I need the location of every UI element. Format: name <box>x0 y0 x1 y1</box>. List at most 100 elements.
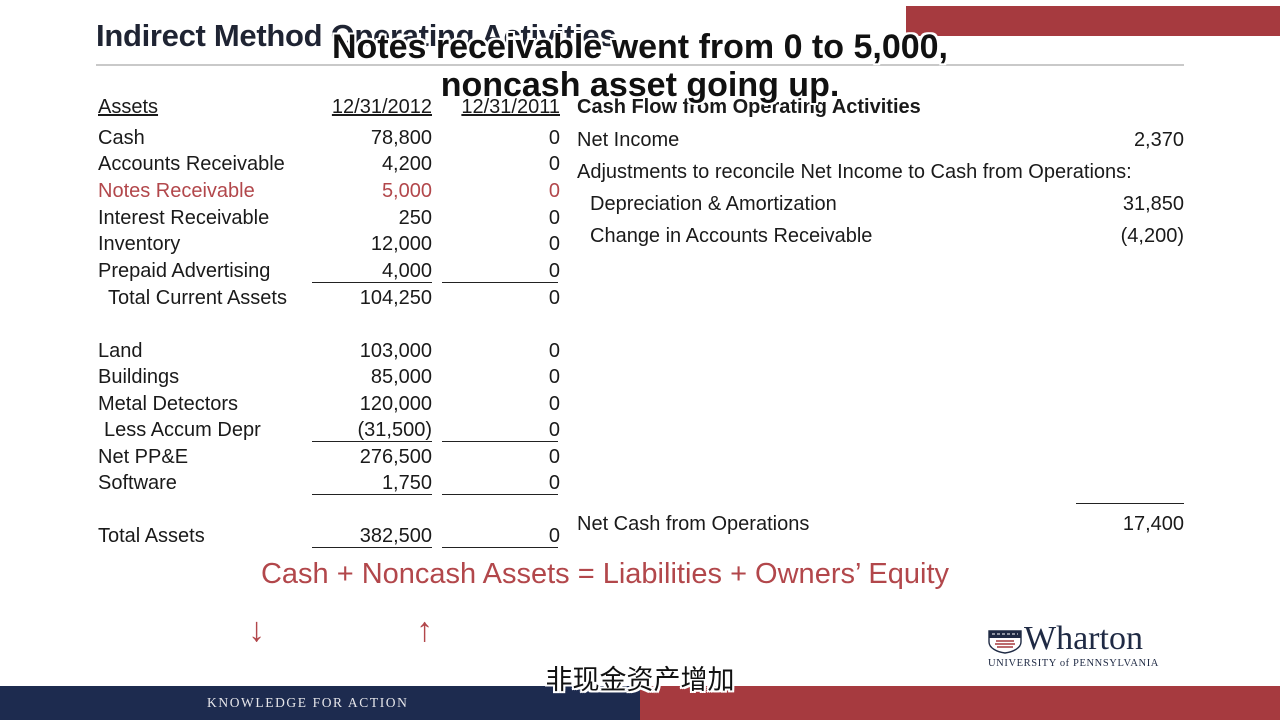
row-value-2012: 4,200 <box>381 153 432 175</box>
adjustment-label: Depreciation & Amortization <box>590 193 837 215</box>
balance-sheet-header-row: Assets 12/31/2012 12/31/2011 <box>96 94 562 120</box>
table-row: Software 1,750 0 <box>96 470 562 496</box>
subtotal-rule <box>312 494 432 495</box>
row-value-2012: 78,800 <box>370 127 432 149</box>
row-value-2012: 12,000 <box>370 233 432 255</box>
subtotal-rule <box>442 494 558 495</box>
row-label: Inventory <box>98 233 181 255</box>
table-row: Buildings 85,000 0 <box>96 364 562 390</box>
table-row-highlighted: Notes Receivable 5,000 0 <box>96 178 562 204</box>
table-row-total: Total Current Assets 104,250 0 <box>96 285 562 311</box>
row-value-2012: 382,500 <box>359 525 432 547</box>
footer-bar-red <box>640 686 1280 720</box>
row-value-2011: 0 <box>548 340 560 362</box>
row-value-2012: 4,000 <box>381 260 432 282</box>
row-value-2012: 1,750 <box>381 472 432 494</box>
net-income-label: Net Income <box>577 129 680 151</box>
row-value-2012: 276,500 <box>359 446 432 468</box>
footer-bar-blue <box>0 686 640 720</box>
row-label: Accounts Receivable <box>98 153 285 175</box>
table-row-total: Total Assets 382,500 0 <box>96 523 562 549</box>
caption-line-1: Notes receivable went from 0 to 5,000, <box>331 28 949 66</box>
title-divider <box>96 64 1184 66</box>
adjustment-value: 31,850 <box>1122 193 1184 215</box>
row-label: Notes Receivable <box>98 180 255 202</box>
row-value-2012: 5,000 <box>381 180 432 202</box>
total-rule <box>312 547 432 548</box>
slide-title: Indirect Method Operating Activities <box>96 18 617 53</box>
row-value-2012: 250 <box>398 207 432 229</box>
logo-wordmark: Wharton <box>1024 620 1143 657</box>
adjustment-label: Change in Accounts Receivable <box>590 225 873 247</box>
arrow-up-icon: ↑ <box>416 611 433 649</box>
table-row: Metal Detectors 120,000 0 <box>96 391 562 417</box>
table-row: Prepaid Advertising 4,000 0 <box>96 258 562 284</box>
footer-tagline: KNOWLEDGE FOR ACTION <box>207 695 409 710</box>
row-value-2011: 0 <box>548 287 560 309</box>
table-row: Land 103,000 0 <box>96 338 562 364</box>
table-row: Accounts Receivable 4,200 0 <box>96 151 562 177</box>
row-value-2011: 0 <box>548 419 560 441</box>
adjustments-heading-row: Adjustments to reconcile Net Income to C… <box>577 157 1184 187</box>
row-value-2011: 0 <box>548 393 560 415</box>
row-label: Metal Detectors <box>98 393 239 415</box>
row-value-2012: (31,500) <box>357 419 433 441</box>
row-label: Cash <box>98 127 145 149</box>
penn-shield-icon <box>988 630 1022 654</box>
table-row: Cash 78,800 0 <box>96 125 562 151</box>
net-cash-value: 17,400 <box>1122 513 1184 535</box>
row-label: Land <box>98 340 143 362</box>
subtotal-rule <box>442 441 558 442</box>
arrow-down-icon: ↓ <box>248 611 265 649</box>
cash-flow-header-row: Cash Flow from Operating Activities <box>577 92 1184 122</box>
net-cash-label: Net Cash from Operations <box>577 513 810 535</box>
wharton-logo: Wharton UNIVERSITY of PENNSYLVANIA <box>988 620 1188 672</box>
row-label: Total Current Assets <box>108 287 287 309</box>
net-cash-row: Net Cash from Operations 17,400 <box>577 509 1184 539</box>
row-label: Less Accum Depr <box>104 419 261 441</box>
row-value-2012: 85,000 <box>370 366 432 388</box>
adjustment-row: Change in Accounts Receivable (4,200) <box>577 221 1184 251</box>
col-2011-header: 12/31/2011 <box>461 96 560 118</box>
row-label: Net PP&E <box>98 446 189 468</box>
net-income-value: 2,370 <box>1133 129 1184 151</box>
row-label: Buildings <box>98 366 180 388</box>
table-row: Inventory 12,000 0 <box>96 231 562 257</box>
subtotal-rule <box>312 282 432 283</box>
row-value-2012: 104,250 <box>359 287 432 309</box>
cash-flow-header: Cash Flow from Operating Activities <box>577 96 921 118</box>
table-row: Interest Receivable 250 0 <box>96 205 562 231</box>
adjustments-label: Adjustments to reconcile Net Income to C… <box>577 161 1132 183</box>
row-value-2011: 0 <box>548 153 560 175</box>
row-value-2011: 0 <box>548 233 560 255</box>
row-label: Total Assets <box>98 525 205 547</box>
row-value-2012: 103,000 <box>359 340 432 362</box>
adjustment-row: Depreciation & Amortization 31,850 <box>577 189 1184 219</box>
row-value-2012: 120,000 <box>359 393 432 415</box>
caption-chinese: 非现金资产增加 <box>545 665 735 696</box>
row-value-2011: 0 <box>548 180 560 202</box>
row-label: Interest Receivable <box>98 207 270 229</box>
subtotal-rule <box>312 441 432 442</box>
logo-subline: UNIVERSITY of PENNSYLVANIA <box>988 658 1159 669</box>
row-value-2011: 0 <box>548 207 560 229</box>
row-label: Prepaid Advertising <box>98 260 271 282</box>
row-value-2011: 0 <box>548 472 560 494</box>
row-value-2011: 0 <box>548 366 560 388</box>
row-label: Software <box>98 472 177 494</box>
total-rule <box>442 547 558 548</box>
row-value-2011: 0 <box>548 446 560 468</box>
row-value-2011: 0 <box>548 525 560 547</box>
table-row: Less Accum Depr (31,500) 0 <box>96 417 562 443</box>
row-value-2011: 0 <box>548 127 560 149</box>
row-value-2011: 0 <box>548 260 560 282</box>
total-rule <box>1076 503 1184 504</box>
col-2012-header: 12/31/2012 <box>331 96 432 118</box>
caption-line-2: noncash asset going up. <box>440 66 840 104</box>
top-accent-bar <box>906 6 1280 36</box>
subtotal-rule <box>442 282 558 283</box>
adjustment-value: (4,200) <box>1120 225 1184 247</box>
table-row: Net PP&E 276,500 0 <box>96 444 562 470</box>
assets-header: Assets <box>98 96 159 118</box>
accounting-equation: Cash + Noncash Assets = Liabilities + Ow… <box>260 558 949 590</box>
